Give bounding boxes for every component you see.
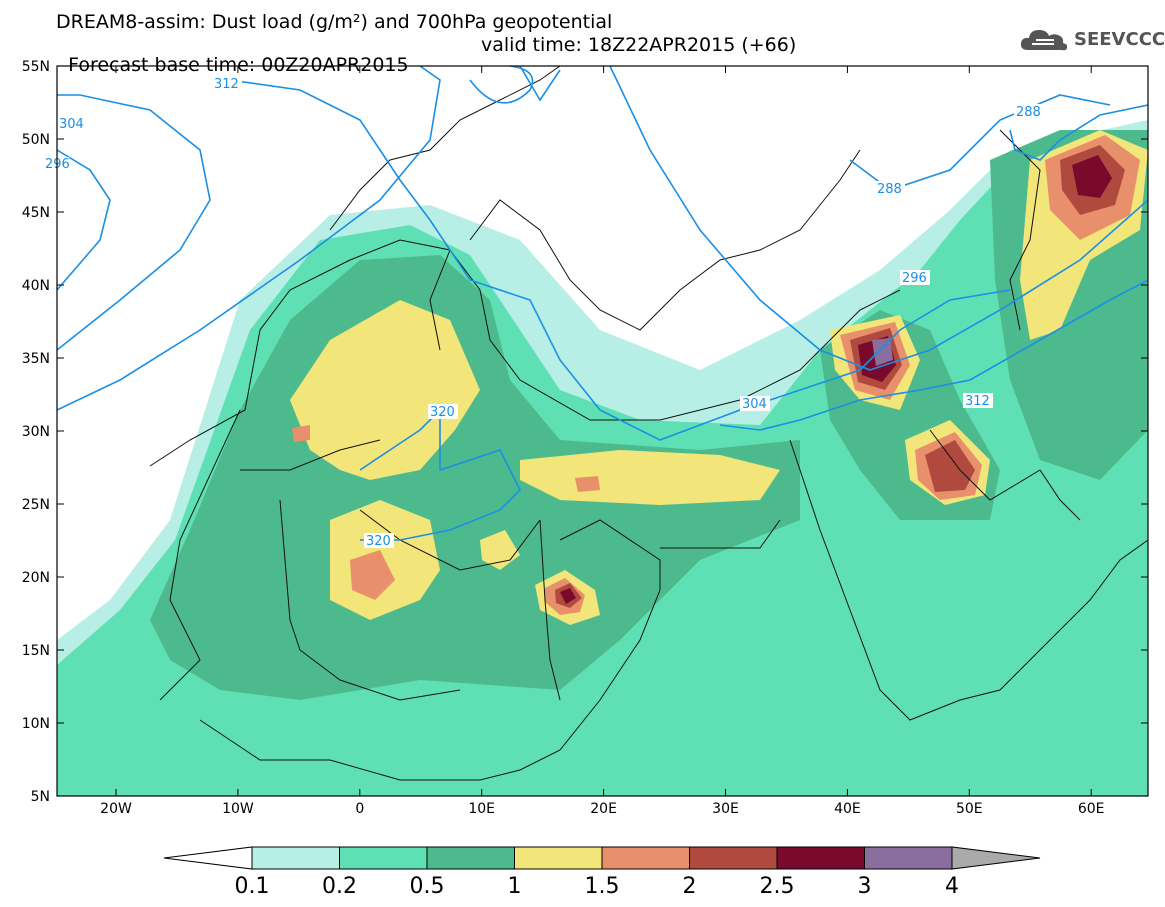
colorbar-label: 2 bbox=[683, 874, 697, 899]
lon-label: 20W bbox=[100, 801, 132, 817]
latitude-axis: 55N 50N 45N 40N 35N 30N 25N 20N 15N 10N 5N bbox=[22, 59, 1148, 805]
lat-label: 35N bbox=[22, 351, 50, 367]
lat-label: 30N bbox=[22, 424, 50, 440]
contour-label: 296 bbox=[902, 271, 927, 286]
colorbar-min-triangle bbox=[163, 846, 253, 870]
colorbar-label: 0.5 bbox=[410, 874, 445, 899]
lon-label: 30E bbox=[712, 801, 739, 817]
colorbar-swatch bbox=[864, 846, 953, 870]
lon-label: 20E bbox=[590, 801, 617, 817]
map-title: DREAM8-assim: Dust load (g/m²) and 700hP… bbox=[56, 11, 613, 33]
base-time: Forecast base time: 00Z20APR2015 bbox=[68, 54, 409, 76]
colorbar-label: 4 bbox=[945, 874, 959, 899]
lon-label: 10E bbox=[468, 801, 495, 817]
contour-label: 304 bbox=[59, 117, 84, 132]
geopotential-contours bbox=[57, 66, 1148, 541]
lat-label: 20N bbox=[22, 570, 50, 586]
colorbar-swatch bbox=[601, 846, 690, 870]
colorbar-swatch bbox=[776, 846, 865, 870]
colorbar-swatch bbox=[514, 846, 603, 870]
lon-label: 60E bbox=[1078, 801, 1105, 817]
contour-labels: 312 304 296 304 288 288 296 320 320 312 bbox=[45, 76, 1044, 549]
lat-label: 15N bbox=[22, 643, 50, 659]
lat-label: 10N bbox=[22, 716, 50, 732]
dust-field bbox=[57, 120, 1148, 796]
map-subtitle: Forecast base time: 00Z20APR2015 valid t… bbox=[56, 35, 796, 95]
contour-label: 320 bbox=[430, 405, 455, 420]
lat-label: 40N bbox=[22, 278, 50, 294]
colorbar: 0.1 0.2 0.5 1 1.5 2 2.5 3 4 bbox=[163, 846, 1041, 899]
colorbar-label: 1.5 bbox=[585, 874, 620, 899]
lon-label: 0 bbox=[355, 801, 364, 817]
contour-label: 304 bbox=[742, 397, 767, 412]
contour-label: 288 bbox=[877, 182, 902, 197]
colorbar-label: 2.5 bbox=[760, 874, 795, 899]
contour-label: 312 bbox=[965, 394, 990, 409]
lon-label: 50E bbox=[956, 801, 983, 817]
lon-label: 40E bbox=[834, 801, 861, 817]
coastlines bbox=[149, 66, 1148, 781]
lon-label: 10W bbox=[222, 801, 254, 817]
seevccc-logo: SEEVCCC bbox=[1018, 26, 1165, 56]
colorbar-label: 0.1 bbox=[235, 874, 270, 899]
colorbar-swatch bbox=[339, 846, 428, 870]
lat-label: 5N bbox=[31, 789, 50, 805]
colorbar-label: 1 bbox=[508, 874, 522, 899]
contour-label: 320 bbox=[366, 534, 391, 549]
valid-time: valid time: 18Z22APR2015 (+66) bbox=[481, 34, 797, 56]
logo-text: SEEVCCC bbox=[1074, 29, 1165, 50]
colorbar-swatch bbox=[689, 846, 778, 870]
contour-label: 312 bbox=[214, 77, 239, 92]
longitude-axis: 20W 10W 0 10E 20E 30E 40E 50E 60E bbox=[100, 66, 1105, 817]
cloud-icon bbox=[1020, 30, 1068, 51]
colorbar-max-triangle bbox=[951, 846, 1041, 870]
colorbar-swatch bbox=[426, 846, 515, 870]
colorbar-label: 0.2 bbox=[322, 874, 357, 899]
lat-label: 25N bbox=[22, 497, 50, 513]
colorbar-swatch bbox=[251, 846, 340, 870]
lat-label: 55N bbox=[22, 59, 50, 75]
contour-label: 288 bbox=[1016, 105, 1041, 120]
lat-label: 50N bbox=[22, 132, 50, 148]
colorbar-label: 3 bbox=[858, 874, 872, 899]
lat-label: 45N bbox=[22, 205, 50, 221]
